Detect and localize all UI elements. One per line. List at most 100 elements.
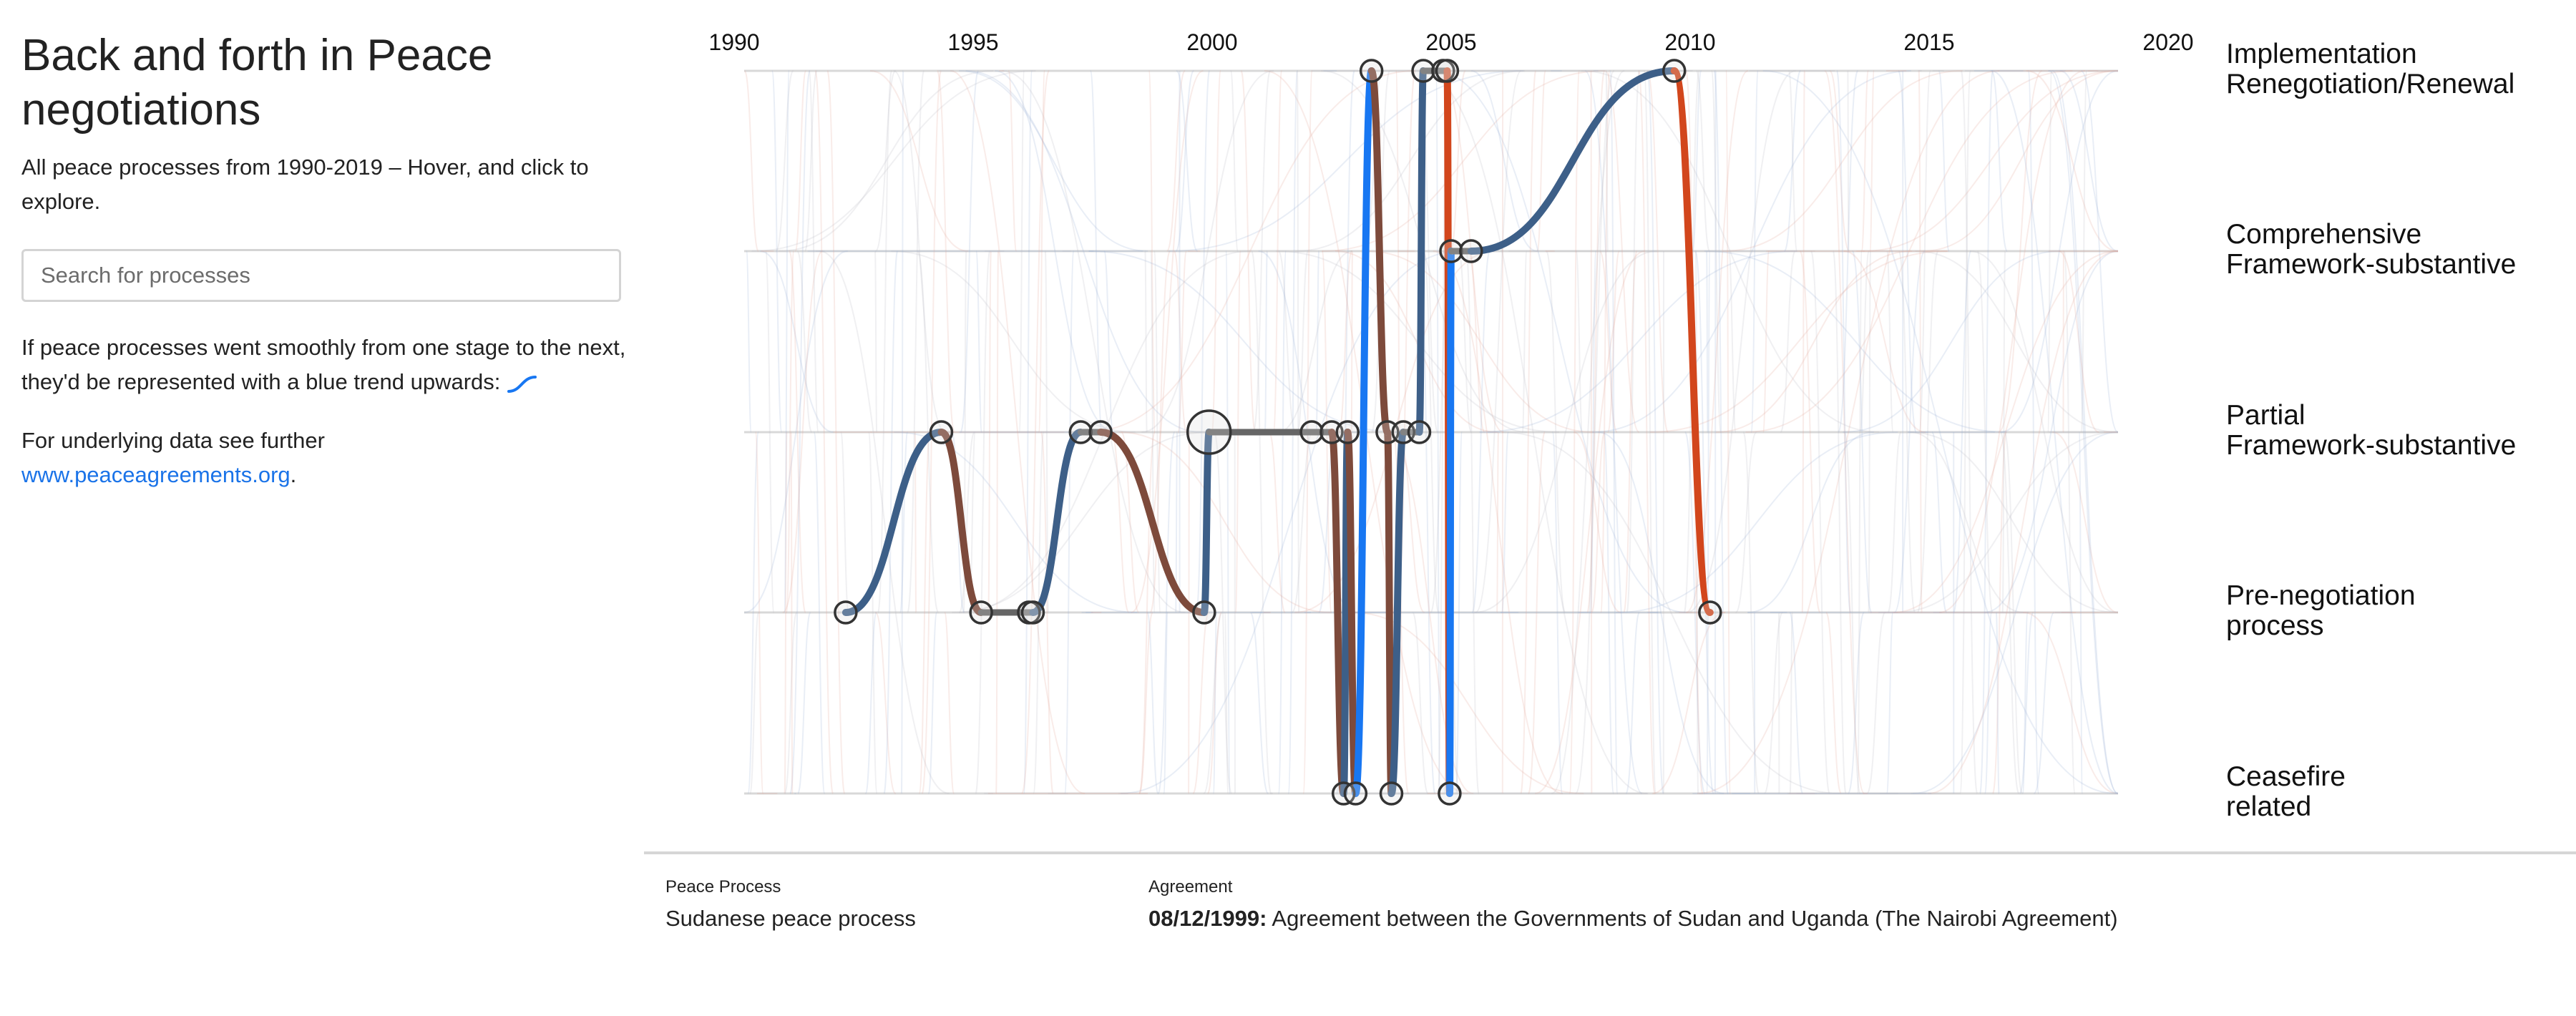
background-process-line [1475,70,1522,613]
background-process-line [900,70,904,794]
background-process-line [1598,431,1724,794]
agreement-marker [1411,59,1435,83]
peace-process-chart[interactable]: 1990 1995 2000 2005 2010 2015 2020 [0,0,2576,851]
background-process-line [1714,70,1717,794]
agreement-marker [1359,59,1384,83]
page-title: Back and forth in Peace negotiations [21,31,493,135]
x-tick-label: 2020 [2142,29,2193,55]
stage-label-line: Renegotiation/Renewal [2226,69,2515,99]
background-process-line [1268,431,1287,613]
background-process-line [775,70,794,252]
background-process-line [1724,70,1732,794]
background-process-line [1866,612,1886,794]
background-process-line [1843,250,1926,433]
background-process-line [1843,250,2061,433]
background-process-line [1939,70,2086,613]
background-process-line [1952,250,1972,613]
background-process-line [759,250,834,433]
background-process-line [1211,70,1222,433]
background-process-line [1999,431,2020,794]
background-process-line [1959,70,1971,794]
agreement-marker [1088,420,1113,444]
background-process-line [1898,70,1918,433]
x-tick-label: 1995 [947,29,998,55]
background-process-line [1780,250,1796,433]
background-process-line [1536,70,1547,252]
background-process-line [1727,250,1737,433]
background-process-line [1366,250,1594,433]
background-process-line [1801,70,1805,613]
background-process-line [1832,250,1847,794]
background-process-line [1291,431,1314,613]
background-process-line [965,70,1201,433]
background-process-line [1474,250,1657,613]
background-process-line [869,70,968,252]
selected-agreement-marker [1186,409,1232,455]
background-process-line [2033,612,2055,794]
background-process-line [1847,612,1865,794]
peaceagreements-link[interactable]: www.peaceagreements.org [21,462,291,487]
background-process-line [1176,70,1199,252]
x-tick-label: 2010 [1664,29,1715,55]
background-process-line [1038,70,1046,433]
process-segment [1445,248,1455,797]
background-process-line [936,70,955,433]
background-process-line [1625,612,1641,794]
background-process-line [1825,612,1843,794]
background-process-line [1527,431,1546,794]
background-process-line [808,70,819,433]
background-process-line [1138,431,1156,794]
background-process-line [748,612,760,794]
background-process-line [952,431,1209,613]
background-process-line [958,70,1148,252]
background-process-line [1591,431,1606,613]
background-process-line [1177,250,1188,433]
background-process-line [1141,70,1274,433]
background-process-line [1623,250,1638,613]
background-process-line [747,431,760,794]
background-process-line [789,70,811,794]
background-process-line [1089,70,1103,433]
background-process-line [784,431,788,794]
background-process-line [1121,431,1140,613]
agreement-value: 08/12/1999: Agreement between the Govern… [1148,906,2118,932]
background-process-line [1991,70,2009,252]
background-process-line [1687,70,1796,613]
background-process-line [864,612,877,794]
background-process-line [2023,612,2119,794]
agreement-label: Agreement [1148,877,1233,897]
background-process-line [893,70,946,433]
background-process-line [1931,431,1948,613]
stage-label-line: Framework-substantive [2226,249,2517,280]
background-process-line [1858,250,1870,433]
search-input[interactable] [21,249,621,302]
background-process-line [1568,70,1581,794]
background-process-line [2078,431,2084,794]
background-process-line [1704,250,2007,433]
background-process-line [1521,250,1528,433]
background-process-line [1646,70,1664,794]
agreement-marker [1379,781,1404,806]
background-process-line [1203,612,1224,794]
background-process-line [867,431,878,794]
background-process-line [1175,70,1195,252]
stage-label-line: Implementation [2226,39,2417,69]
background-process-line [1153,250,1161,613]
background-process-line [2049,70,2119,794]
background-process-line [839,431,849,613]
background-process-line [1449,70,1466,252]
background-process-line [1762,250,1770,433]
agreement-marker [1192,600,1216,625]
background-process-line [778,70,994,252]
background-process-line [751,70,1036,252]
background-process-line [1960,70,1979,794]
background-process-line [1742,431,1760,794]
background-process-line [1893,250,1926,613]
agreement-marker [1439,239,1463,263]
background-process-line [771,70,783,433]
background-process-line [1575,250,1584,433]
background-process-line [958,431,975,613]
background-process-line [1913,431,2119,794]
process-label: Peace Process [665,877,781,897]
background-process-line [1023,70,1033,794]
